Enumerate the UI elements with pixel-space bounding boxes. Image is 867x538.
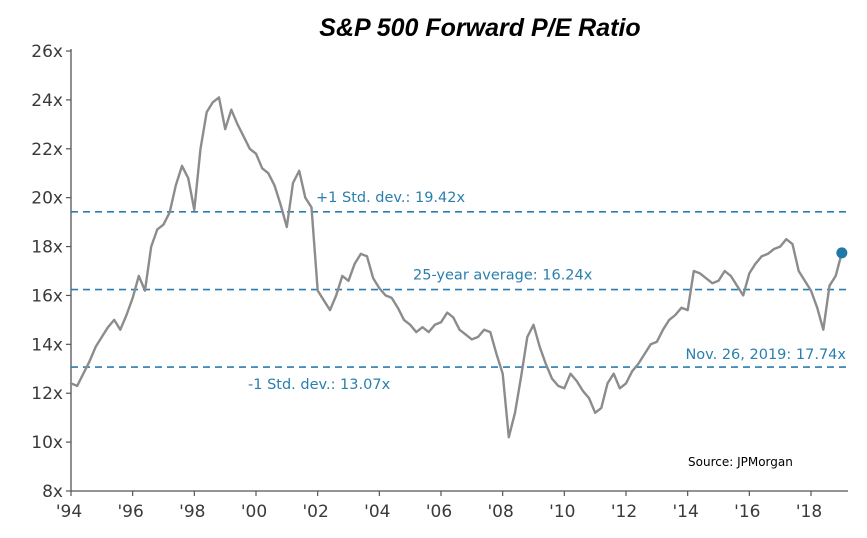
x-tick-label: '12 bbox=[611, 502, 637, 522]
x-tick-label: '06 bbox=[426, 502, 452, 522]
y-tick-label: 22x bbox=[31, 140, 63, 160]
series-layer bbox=[69, 96, 848, 439]
x-tick-label: '16 bbox=[734, 502, 760, 522]
x-tick-label: '96 bbox=[118, 502, 144, 522]
x-tick-label: '14 bbox=[673, 502, 699, 522]
x-tick-label: '94 bbox=[56, 502, 82, 522]
x-tick-label: '10 bbox=[549, 502, 575, 522]
y-tick-label: 18x bbox=[31, 238, 63, 258]
y-tick-label: 14x bbox=[31, 335, 63, 355]
x-tick-label: '98 bbox=[179, 502, 205, 522]
y-tick-label: 26x bbox=[31, 42, 63, 62]
latest-value-marker bbox=[836, 247, 848, 259]
y-tick-label: 24x bbox=[31, 91, 63, 111]
pe-ratio-line bbox=[69, 96, 843, 439]
y-tick-label: 16x bbox=[31, 286, 63, 306]
y-tick-label: 20x bbox=[31, 189, 63, 209]
source-note: Source: JPMorgan bbox=[688, 455, 793, 469]
y-tick-label: 12x bbox=[31, 384, 63, 404]
x-tick-label: '00 bbox=[241, 502, 267, 522]
average-label: 25-year average: 16.24x bbox=[413, 268, 593, 284]
axes: 8x 10x 12x 14x 16x 18x 20x 22x 24x 26x '94 '96 '98 '0… bbox=[31, 42, 848, 522]
x-tick-label: '04 bbox=[364, 502, 390, 522]
latest-value-label: Nov. 26, 2019: 17.74x bbox=[685, 347, 846, 363]
x-tick-label: '02 bbox=[303, 502, 329, 522]
x-tick-label: '18 bbox=[796, 502, 822, 522]
reference-lines bbox=[71, 211, 848, 368]
y-tick-label: 10x bbox=[31, 433, 63, 453]
y-tick-label: 8x bbox=[42, 482, 63, 502]
minus-one-std-label: -1 Std. dev.: 13.07x bbox=[248, 377, 391, 393]
plus-one-std-label: +1 Std. dev.: 19.42x bbox=[316, 190, 465, 206]
x-tick-label: '08 bbox=[488, 502, 514, 522]
annotations: +1 Std. dev.: 19.42x 25-year average: 16.… bbox=[248, 190, 846, 469]
chart-title: S&P 500 Forward P/E Ratio bbox=[319, 14, 641, 42]
